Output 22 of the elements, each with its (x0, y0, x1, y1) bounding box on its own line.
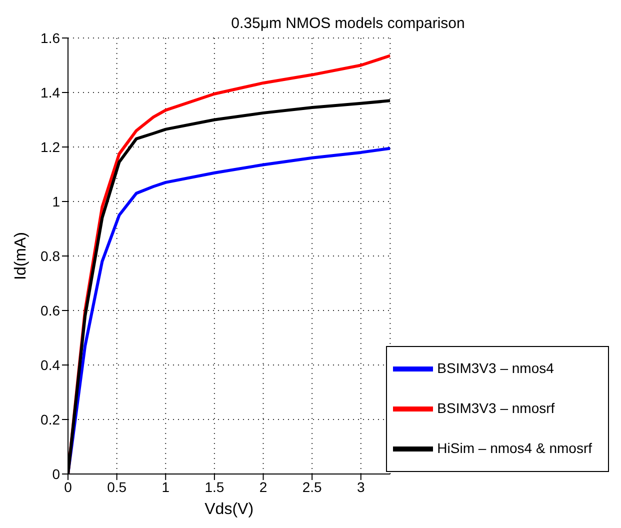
x-tick-label: 1.5 (204, 478, 224, 495)
x-tick-label: 1 (162, 478, 170, 495)
y-tick-label: 1.2 (40, 138, 60, 155)
y-tick-label: 0.6 (40, 302, 60, 318)
y-tick-label: 0.4 (40, 356, 60, 373)
y-axis-title: Id(mA) (12, 232, 30, 280)
legend-label: BSIM3V3 – nmos4 (437, 360, 554, 376)
y-tick-label: 1.6 (40, 30, 60, 46)
x-axis-title: Vds(V) (204, 501, 254, 518)
legend-label: HiSim – nmos4 & nmosrf (437, 440, 592, 456)
x-tick-label: 2.5 (302, 478, 322, 495)
x-tick-label: 0.5 (107, 478, 127, 495)
y-tick-label: 0.2 (40, 411, 60, 428)
x-tick-label: 3 (356, 478, 365, 495)
y-tick-label: 0.8 (40, 248, 60, 264)
x-tick-label: 2 (259, 478, 268, 495)
chart-title: 0.35μm NMOS models comparison (231, 15, 465, 32)
y-tick-label: 1.4 (40, 84, 60, 100)
legend-label: BSIM3V3 – nmosrf (437, 400, 555, 416)
y-tick-label: 0 (52, 466, 60, 482)
y-tick-label: 1 (52, 193, 60, 210)
x-tick-label: 0 (64, 478, 72, 495)
